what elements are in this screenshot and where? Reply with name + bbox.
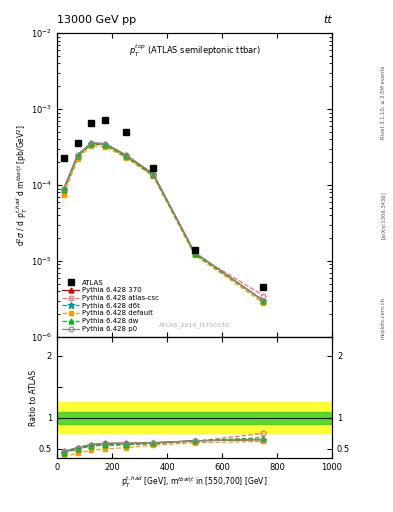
Pythia 6.428 dw: [123, 153, 128, 159]
ATLAS: [192, 247, 197, 253]
Pythia 6.428 default: [61, 191, 66, 198]
Pythia 6.428 p0: [261, 297, 266, 304]
Pythia 6.428 370: [75, 152, 80, 158]
Pythia 6.428 default: [261, 300, 266, 306]
Pythia 6.428 atlas-csc: [89, 141, 94, 147]
Pythia 6.428 p0: [192, 249, 197, 255]
Pythia 6.428 atlas-csc: [151, 172, 156, 178]
Line: Pythia 6.428 dw: Pythia 6.428 dw: [61, 141, 266, 303]
Text: [arXiv:1306.3436]: [arXiv:1306.3436]: [381, 191, 386, 239]
Pythia 6.428 370: [61, 185, 66, 191]
Pythia 6.428 dw: [103, 142, 108, 148]
Pythia 6.428 d6t: [75, 153, 80, 159]
Pythia 6.428 d6t: [103, 142, 108, 148]
Line: Pythia 6.428 d6t: Pythia 6.428 d6t: [61, 141, 266, 304]
Pythia 6.428 p0: [103, 141, 108, 147]
Bar: [57, 412, 332, 424]
Line: ATLAS: ATLAS: [61, 117, 266, 290]
ATLAS: [75, 140, 80, 146]
Pythia 6.428 370: [89, 140, 94, 146]
Pythia 6.428 370: [123, 152, 128, 158]
Pythia 6.428 370: [192, 249, 197, 255]
Pythia 6.428 d6t: [151, 172, 156, 178]
Pythia 6.428 p0: [89, 140, 94, 146]
Text: 13000 GeV pp: 13000 GeV pp: [57, 14, 136, 25]
Text: tt: tt: [323, 14, 332, 25]
Y-axis label: d$^2\sigma$ / d p$_T^{t,had}$ d m$^{tbar|t}$ [pb/GeV$^2$]: d$^2\sigma$ / d p$_T^{t,had}$ d m$^{tbar…: [14, 124, 29, 246]
Pythia 6.428 p0: [151, 171, 156, 177]
ATLAS: [103, 117, 108, 123]
Pythia 6.428 default: [89, 143, 94, 149]
Pythia 6.428 370: [261, 297, 266, 304]
Line: Pythia 6.428 370: Pythia 6.428 370: [61, 140, 266, 303]
Text: Rivet 3.1.10, ≥ 3.5M events: Rivet 3.1.10, ≥ 3.5M events: [381, 66, 386, 139]
X-axis label: p$_T^{t,had}$ [GeV], m$^{tbar|t}$ in [550,700] [GeV]: p$_T^{t,had}$ [GeV], m$^{tbar|t}$ in [55…: [121, 475, 268, 490]
Pythia 6.428 default: [192, 252, 197, 258]
Y-axis label: Ratio to ATLAS: Ratio to ATLAS: [29, 370, 38, 425]
Pythia 6.428 d6t: [61, 187, 66, 194]
Pythia 6.428 370: [151, 171, 156, 177]
ATLAS: [261, 284, 266, 290]
Pythia 6.428 dw: [89, 141, 94, 147]
Pythia 6.428 default: [103, 144, 108, 150]
Pythia 6.428 dw: [192, 250, 197, 257]
Legend: ATLAS, Pythia 6.428 370, Pythia 6.428 atlas-csc, Pythia 6.428 d6t, Pythia 6.428 : ATLAS, Pythia 6.428 370, Pythia 6.428 at…: [61, 278, 160, 333]
Pythia 6.428 d6t: [261, 297, 266, 304]
Pythia 6.428 d6t: [123, 153, 128, 159]
Pythia 6.428 p0: [61, 185, 66, 191]
ATLAS: [89, 120, 94, 126]
Pythia 6.428 atlas-csc: [261, 292, 266, 298]
Pythia 6.428 p0: [123, 152, 128, 158]
Pythia 6.428 default: [151, 174, 156, 180]
Pythia 6.428 dw: [61, 187, 66, 194]
Pythia 6.428 d6t: [192, 250, 197, 257]
Pythia 6.428 default: [75, 156, 80, 162]
Pythia 6.428 default: [123, 155, 128, 161]
Pythia 6.428 atlas-csc: [192, 250, 197, 257]
Pythia 6.428 d6t: [89, 141, 94, 147]
Pythia 6.428 p0: [75, 152, 80, 158]
Bar: [57, 402, 332, 433]
Pythia 6.428 atlas-csc: [75, 153, 80, 159]
Pythia 6.428 dw: [261, 297, 266, 304]
ATLAS: [151, 164, 156, 170]
Pythia 6.428 dw: [75, 153, 80, 159]
Line: Pythia 6.428 default: Pythia 6.428 default: [61, 143, 266, 305]
Pythia 6.428 370: [103, 141, 108, 147]
Pythia 6.428 atlas-csc: [61, 185, 66, 191]
ATLAS: [61, 155, 66, 161]
Text: $p_T^{top}$ (ATLAS semileptonic ttbar): $p_T^{top}$ (ATLAS semileptonic ttbar): [129, 42, 261, 59]
Pythia 6.428 atlas-csc: [123, 153, 128, 159]
Pythia 6.428 dw: [151, 172, 156, 178]
ATLAS: [123, 129, 128, 135]
Text: mcplots.cern.ch: mcplots.cern.ch: [381, 296, 386, 338]
Text: ATLAS_2019_I1750330: ATLAS_2019_I1750330: [159, 322, 230, 328]
Pythia 6.428 atlas-csc: [103, 142, 108, 148]
Line: Pythia 6.428 p0: Pythia 6.428 p0: [61, 140, 266, 303]
Line: Pythia 6.428 atlas-csc: Pythia 6.428 atlas-csc: [61, 141, 266, 298]
